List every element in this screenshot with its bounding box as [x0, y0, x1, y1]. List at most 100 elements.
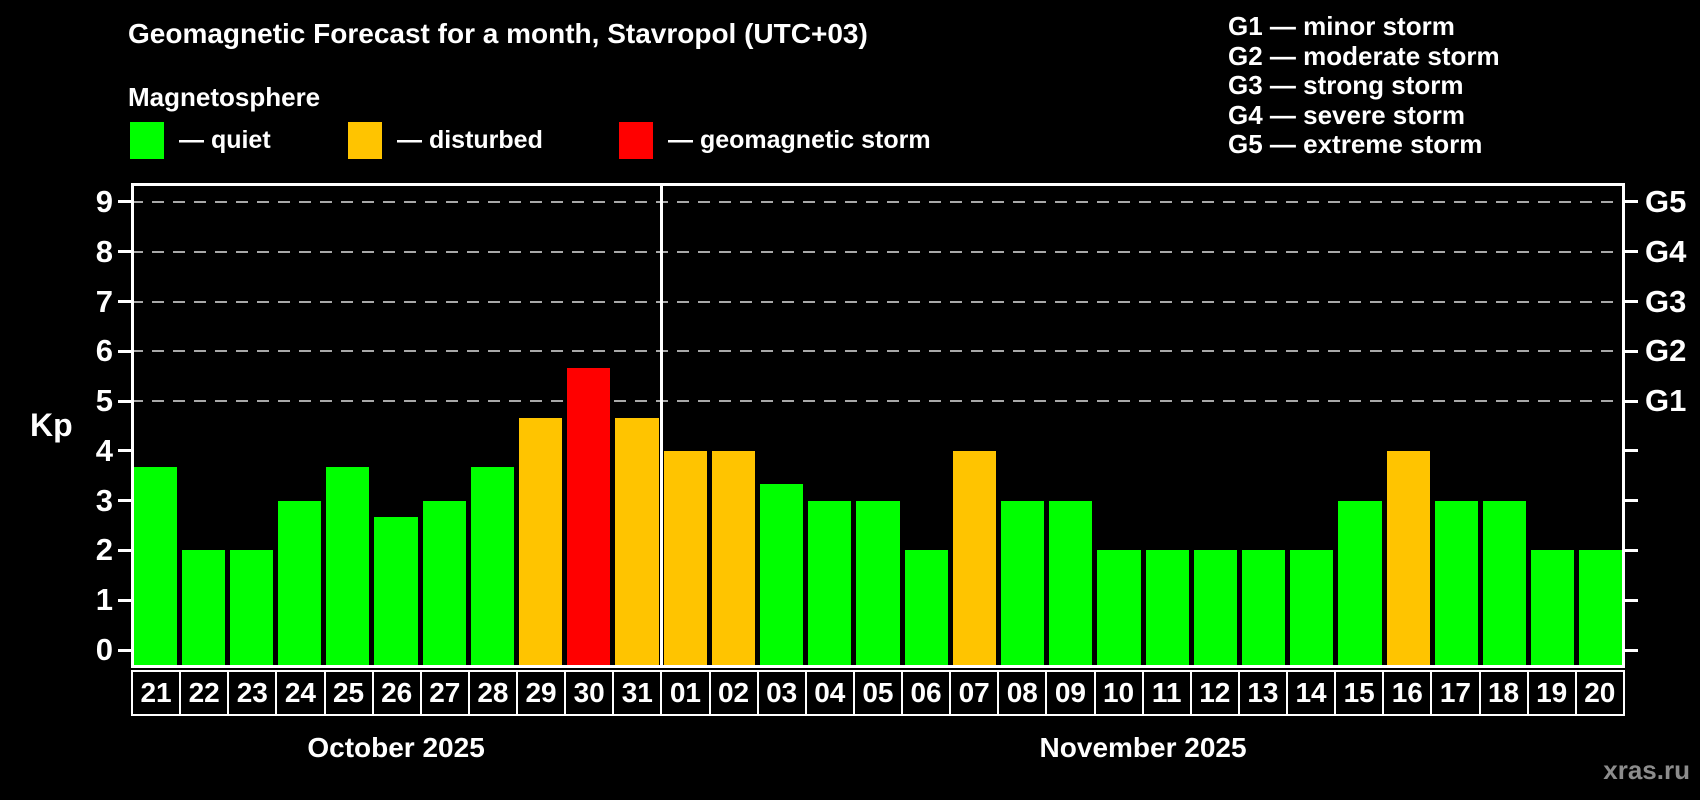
y-axis-tick-right-4 — [1625, 449, 1638, 453]
date-cell-01: 01 — [660, 670, 711, 716]
kp-bar-21 — [133, 467, 177, 668]
quiet-color-swatch — [130, 121, 164, 159]
date-cell-18: 18 — [1478, 670, 1529, 716]
kp-bar-22 — [181, 550, 225, 668]
date-cell-24: 24 — [275, 670, 326, 716]
date-cell-07: 07 — [949, 670, 1000, 716]
chart-title: Geomagnetic Forecast for a month, Stavro… — [128, 18, 868, 49]
y-axis-tick-right-6 — [1625, 349, 1638, 353]
watermark: xras.ru — [1603, 755, 1690, 785]
date-cell-19: 19 — [1526, 670, 1577, 716]
storm-scale-line-g1: G1 — minor storm — [1228, 11, 1455, 41]
y-axis-tick-left-2 — [118, 548, 131, 552]
gridline-kp7 — [131, 300, 1625, 303]
kp-bar-17 — [1434, 500, 1478, 668]
legend-label-quiet: — quiet — [179, 125, 271, 154]
kp-bar-25 — [326, 467, 370, 668]
kp-bar-03 — [760, 484, 804, 668]
chart-subtitle: Magnetosphere — [128, 82, 321, 112]
y-axis-tick-left-0 — [118, 648, 131, 652]
y-axis-tick-right-9 — [1625, 200, 1638, 204]
y-axis-label-7: 7 — [95, 283, 113, 319]
g-scale-label-g5: G5 — [1645, 183, 1687, 219]
g-scale-label-g3: G3 — [1645, 283, 1687, 319]
kp-bar-28 — [470, 467, 515, 668]
date-cell-13: 13 — [1237, 670, 1288, 716]
y-axis-tick-left-9 — [118, 200, 131, 204]
kp-bar-18 — [1482, 500, 1527, 668]
date-cell-23: 23 — [227, 670, 278, 716]
y-axis-label-6: 6 — [95, 333, 113, 369]
date-cell-27: 27 — [419, 670, 470, 716]
legend-label-storm: — geomagnetic storm — [668, 125, 931, 154]
kp-bar-27 — [422, 500, 466, 668]
y-axis-label-4: 4 — [95, 432, 113, 468]
g-scale-label-g4: G4 — [1645, 233, 1687, 269]
g-scale-label-g2: G2 — [1645, 333, 1687, 369]
kp-bar-15 — [1338, 500, 1382, 668]
storm-scale-line-g5: G5 — extreme storm — [1228, 129, 1483, 160]
y-axis-label-1: 1 — [95, 582, 113, 618]
y-axis-title: Kp — [30, 407, 73, 443]
y-axis-label-5: 5 — [95, 383, 113, 419]
kp-bar-12 — [1193, 550, 1237, 668]
kp-bar-14 — [1290, 550, 1334, 668]
kp-bar-06 — [904, 550, 948, 668]
date-cell-16: 16 — [1382, 670, 1433, 716]
kp-bar-23 — [229, 550, 274, 668]
y-axis-label-3: 3 — [95, 482, 113, 518]
y-axis-label-9: 9 — [95, 183, 113, 219]
date-cell-26: 26 — [371, 670, 422, 716]
y-axis-tick-left-8 — [118, 250, 131, 254]
kp-bar-31 — [615, 417, 659, 668]
y-axis-tick-left-5 — [118, 399, 131, 403]
g-scale-label-g1: G1 — [1645, 383, 1687, 419]
y-axis-tick-right-3 — [1625, 499, 1638, 503]
kp-bar-08 — [1000, 500, 1045, 668]
storm-scale-line-g2: G2 — moderate storm — [1228, 40, 1500, 71]
month-separator — [659, 183, 663, 668]
kp-bar-05 — [856, 500, 900, 668]
date-cell-20: 20 — [1574, 670, 1625, 716]
y-axis-tick-right-0 — [1625, 648, 1638, 652]
y-axis-tick-right-8 — [1625, 250, 1638, 254]
kp-bar-24 — [278, 500, 322, 668]
kp-bar-02 — [711, 450, 755, 668]
kp-bar-26 — [374, 517, 418, 668]
date-cell-28: 28 — [467, 670, 518, 716]
kp-bar-13 — [1241, 550, 1286, 668]
kp-bar-11 — [1145, 550, 1189, 668]
legend-item-disturbed: — disturbed — [348, 120, 543, 160]
y-axis-label-2: 2 — [95, 532, 113, 568]
y-axis-tick-left-7 — [118, 300, 131, 304]
legend-item-storm: — geomagnetic storm — [619, 120, 931, 160]
date-cell-14: 14 — [1286, 670, 1337, 716]
gridline-kp5 — [131, 400, 1625, 403]
kp-bar-19 — [1531, 550, 1575, 668]
storm-scale-line-g4: G4 — severe storm — [1228, 99, 1466, 130]
date-cell-31: 31 — [612, 670, 663, 716]
date-cell-15: 15 — [1334, 670, 1385, 716]
date-cell-05: 05 — [852, 670, 903, 716]
date-axis: 21 22 23 24 25 26 27 28 29 30 31 01 02 03 04 05 06 07 08 09… — [131, 670, 1625, 716]
y-axis-tick-right-1 — [1625, 598, 1638, 602]
kp-bar-29 — [519, 417, 563, 668]
kp-bar-04 — [808, 500, 852, 668]
date-cell-21: 21 — [131, 670, 182, 716]
date-cell-30: 30 — [564, 670, 615, 716]
month-label-october: October 2025 — [307, 732, 485, 763]
date-cell-03: 03 — [756, 670, 807, 716]
date-cell-08: 08 — [997, 670, 1048, 716]
plot-area — [131, 183, 1625, 668]
y-axis-tick-left-3 — [118, 499, 131, 503]
date-cell-22: 22 — [179, 670, 230, 716]
y-axis-tick-right-7 — [1625, 300, 1638, 304]
date-cell-06: 06 — [901, 670, 952, 716]
kp-bar-20 — [1579, 550, 1623, 668]
kp-bar-10 — [1097, 550, 1141, 668]
date-cell-29: 29 — [516, 670, 567, 716]
disturbed-color-swatch — [348, 121, 382, 159]
storm-scale-line-g3: G3 — strong storm — [1228, 70, 1464, 101]
y-axis-tick-left-1 — [118, 598, 131, 602]
kp-bar-09 — [1049, 500, 1093, 668]
